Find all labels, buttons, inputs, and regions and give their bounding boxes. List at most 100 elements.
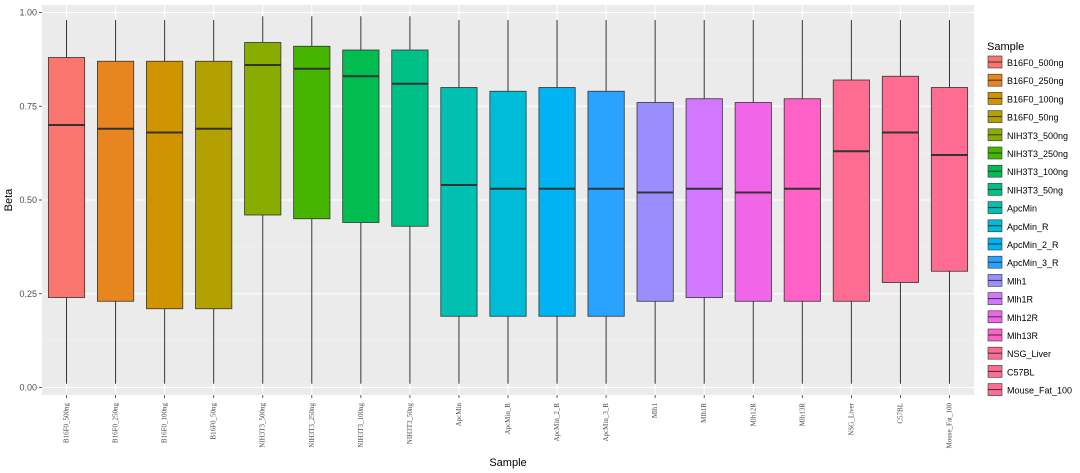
box-Mlh1R [685, 20, 723, 384]
box-iqr [636, 102, 674, 302]
box-Mouse_Fat_100 [930, 20, 969, 384]
box-Mlh1 [636, 20, 674, 384]
box-iqr [587, 90, 625, 317]
y-axis-title: Beta [3, 188, 15, 212]
legend-label: NIH3T3_500ng [1007, 131, 1068, 141]
legend-item-Mlh13R: Mlh13R [987, 328, 1039, 342]
x-tick-label: Mlh12R [749, 403, 757, 427]
y-tick-label: 0.50 [19, 195, 37, 205]
legend-item-B16F0_50ng: B16F0_50ng [987, 110, 1059, 123]
x-axis-ticks: B16F0_500ng B16F0_250ng B16F0_100ng B16F0_5… [63, 395, 953, 449]
x-axis-title: Sample [489, 457, 526, 469]
box-NSG_Liver [832, 20, 870, 384]
legend-label: ApcMin_3_R [1007, 258, 1059, 268]
y-axis-ticks: 0.00 0.25 0.50 0.75 1.00 [19, 8, 42, 393]
box-Mlh13R [783, 20, 821, 384]
y-tick-label: 0.75 [19, 101, 37, 111]
x-tick-label: ApcMin_3_R [602, 403, 610, 442]
legend-label: C57BL [1007, 367, 1035, 377]
legend-item-ApcMin: ApcMin [987, 201, 1037, 214]
legend-label: B16F0_500ng [1007, 58, 1064, 68]
x-tick-label: Mouse_Fat_100 [945, 403, 953, 449]
x-tick-label: B16F0_50ng [210, 403, 218, 440]
legend-label: Mlh12R [1007, 313, 1039, 323]
box-B16F0_500ng [47, 20, 86, 384]
box-iqr [685, 98, 723, 298]
x-tick-label: NIH3T3_500ng [259, 403, 267, 448]
legend-item-ApcMin_2_R: ApcMin_2_R [987, 237, 1059, 251]
legend-item-B16F0_100ng: B16F0_100ng [987, 92, 1064, 105]
legend-item-NIH3T3_500ng: NIH3T3_500ng [987, 128, 1068, 142]
box-B16F0_50ng [195, 20, 233, 384]
legend-item-C57BL: C57BL [987, 365, 1035, 378]
box-iqr [538, 87, 576, 317]
x-tick-label: Mlh1 [651, 403, 659, 419]
box-NIH3T3_100ng [342, 16, 380, 384]
box-iqr [440, 87, 478, 317]
legend-item-NIH3T3_250ng: NIH3T3_250ng [987, 146, 1068, 160]
legend-label: B16F0_250ng [1007, 76, 1064, 86]
legend-item-NSG_Liver: NSG_Liver [987, 346, 1051, 360]
legend-label: Mlh13R [1007, 331, 1039, 341]
box-iqr [832, 79, 870, 302]
box-NIH3T3_250ng [293, 16, 331, 384]
x-tick-label: Mlh1R [700, 403, 708, 423]
x-tick-label: NIH3T3_50ng [406, 403, 414, 445]
box-iqr [489, 90, 527, 317]
box-iqr [195, 60, 233, 310]
legend-item-ApcMin_R: ApcMin_R [987, 219, 1049, 233]
legend-item-ApcMin_3_R: ApcMin_3_R [987, 255, 1059, 269]
box-iqr [244, 42, 282, 216]
box-ApcMin_3_R [587, 20, 625, 384]
box-iqr [342, 49, 380, 223]
legend-label: ApcMin_2_R [1007, 240, 1059, 250]
legend-label: NIH3T3_50ng [1007, 185, 1063, 195]
legend: Sample B16F0_500ng B16F0_250ng B16F0_100ng… [987, 41, 1072, 396]
legend-label: B16F0_50ng [1007, 113, 1059, 123]
box-iqr [293, 45, 331, 220]
x-tick-label: ApcMin_2_R [553, 403, 561, 442]
legend-label: Mouse_Fat_100 [1007, 386, 1072, 396]
legend-label: ApcMin_R [1007, 222, 1049, 232]
legend-item-NIH3T3_100ng: NIH3T3_100ng [987, 164, 1068, 178]
x-tick-label: B16F0_500ng [63, 403, 71, 444]
box-iqr [391, 49, 429, 227]
x-tick-label: NSG_Liver [847, 402, 855, 435]
box-ApcMin_R [489, 20, 527, 384]
x-tick-label: B16F0_100ng [161, 403, 169, 444]
x-tick-label: C57BL [896, 403, 904, 424]
box-ApcMin_2_R [538, 20, 576, 384]
legend-title: Sample [987, 41, 1024, 53]
legend-label: ApcMin [1007, 204, 1037, 214]
legend-item-NIH3T3_50ng: NIH3T3_50ng [987, 183, 1063, 196]
legend-label: NSG_Liver [1007, 349, 1051, 359]
legend-label: NIH3T3_100ng [1007, 167, 1068, 177]
x-tick-label: ApcMin [455, 403, 463, 427]
legend-label: B16F0_100ng [1007, 94, 1064, 104]
box-B16F0_100ng [146, 20, 184, 384]
legend-item-Mlh1R: Mlh1R [987, 292, 1034, 305]
y-tick-label: 0.00 [19, 383, 37, 393]
legend-item-Mlh1: Mlh1 [987, 274, 1027, 287]
box-iqr [97, 60, 135, 302]
legend-label: Mlh1R [1007, 295, 1034, 305]
legend-item-B16F0_250ng: B16F0_250ng [987, 73, 1064, 87]
y-tick-label: 1.00 [19, 8, 37, 18]
x-tick-label: NIH3T3_250ng [308, 403, 316, 448]
box-iqr [47, 57, 86, 298]
box-iqr [783, 98, 821, 302]
box-NIH3T3_500ng [244, 16, 282, 384]
box-iqr [734, 102, 772, 302]
legend-item-Mouse_Fat_100: Mouse_Fat_100 [987, 383, 1072, 396]
box-C57BL [881, 20, 919, 384]
box-B16F0_250ng [97, 20, 135, 384]
box-iqr [146, 60, 184, 310]
box-iqr [930, 87, 969, 272]
box-NIH3T3_50ng [391, 16, 429, 384]
x-tick-label: Mlh13R [798, 403, 806, 427]
box-iqr [881, 75, 919, 283]
box-ApcMin [440, 20, 478, 384]
x-tick-label: B16F0_250ng [112, 403, 120, 444]
box-Mlh12R [734, 20, 772, 384]
